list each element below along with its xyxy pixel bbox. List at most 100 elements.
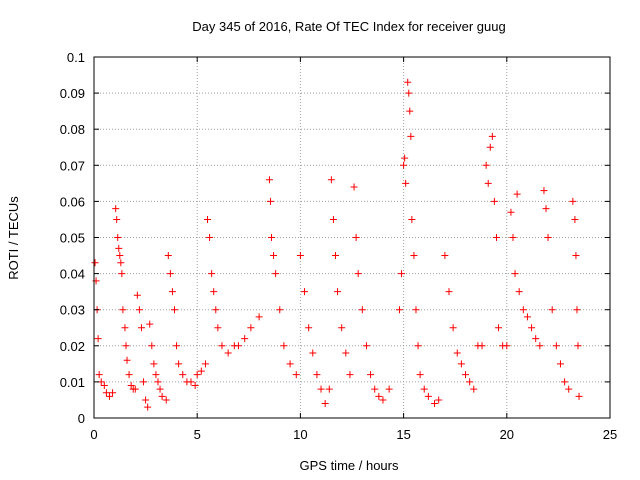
y-tick-label: 0.05 — [60, 231, 85, 246]
data-point — [352, 234, 360, 241]
data-point — [325, 385, 333, 393]
data-point — [272, 270, 280, 278]
data-point — [102, 389, 110, 397]
y-axis-label: ROTI / TECUs — [6, 196, 21, 280]
data-point — [416, 371, 424, 379]
data-point — [571, 215, 579, 223]
data-point — [286, 360, 294, 368]
data-point — [385, 385, 393, 393]
data-point — [495, 324, 503, 332]
data-point — [532, 335, 540, 343]
data-point — [317, 385, 325, 393]
data-point — [556, 360, 564, 368]
data-point — [94, 335, 102, 343]
data-point — [123, 356, 131, 364]
data-point — [404, 78, 412, 86]
data-point — [431, 400, 439, 408]
data-point — [127, 382, 135, 390]
data-point — [331, 252, 339, 260]
data-point — [400, 161, 408, 169]
data-point — [95, 371, 103, 379]
data-point — [131, 385, 139, 393]
data-point — [513, 190, 521, 198]
data-point — [410, 252, 418, 260]
data-point — [574, 342, 582, 350]
data-point — [453, 349, 461, 357]
data-point — [191, 382, 199, 390]
data-point — [441, 252, 449, 260]
data-point — [121, 324, 129, 332]
data-point — [105, 392, 113, 400]
data-point — [119, 306, 127, 314]
data-point — [268, 234, 276, 241]
data-point — [173, 342, 181, 350]
data-point — [255, 313, 263, 321]
data-point — [488, 132, 496, 140]
data-point — [114, 234, 122, 241]
data-point — [116, 252, 124, 260]
data-point — [424, 392, 432, 400]
data-point — [509, 234, 517, 241]
data-point — [313, 371, 321, 379]
data-point — [125, 371, 133, 379]
y-tick-label: 0 — [78, 411, 85, 426]
data-point — [402, 179, 410, 187]
data-point — [187, 378, 195, 386]
data-point — [536, 342, 544, 350]
data-point — [354, 270, 362, 278]
data-point — [482, 161, 490, 169]
data-point — [523, 313, 531, 321]
data-point — [179, 371, 187, 379]
data-point — [208, 270, 216, 278]
data-point — [445, 288, 453, 296]
y-tick-label: 0.03 — [60, 303, 85, 318]
data-point — [218, 342, 226, 350]
data-point — [572, 252, 580, 260]
data-point — [462, 371, 470, 379]
data-point — [142, 396, 150, 404]
data-point — [367, 371, 375, 379]
data-point — [321, 400, 329, 408]
data-point — [170, 306, 178, 314]
data-point — [266, 197, 274, 205]
data-point — [175, 360, 183, 368]
data-point — [334, 288, 342, 296]
data-point — [329, 215, 337, 223]
data-point — [511, 270, 519, 278]
data-point — [113, 215, 121, 223]
data-point — [296, 252, 304, 260]
data-point — [168, 288, 176, 296]
data-point — [540, 187, 548, 195]
data-point — [193, 371, 201, 379]
data-point — [350, 183, 358, 191]
data-point — [342, 349, 350, 357]
data-point — [292, 371, 300, 379]
data-point — [401, 154, 409, 162]
data-point — [478, 342, 486, 350]
data-point — [362, 342, 370, 350]
data-point — [542, 205, 550, 213]
data-point — [301, 288, 309, 296]
data-point — [234, 342, 242, 350]
x-tick-label: 5 — [194, 427, 201, 442]
x-tick-label: 20 — [500, 427, 514, 442]
y-tick-label: 0.02 — [60, 339, 85, 354]
data-point — [100, 382, 108, 390]
data-point — [212, 306, 220, 314]
data-point — [569, 197, 577, 205]
data-point — [241, 335, 249, 343]
data-point — [528, 324, 536, 332]
data-point — [140, 378, 148, 386]
data-point — [406, 107, 414, 115]
data-point — [379, 396, 387, 404]
data-point — [276, 306, 284, 314]
x-tick-label: 10 — [293, 427, 307, 442]
data-point — [118, 270, 126, 278]
data-point — [405, 89, 413, 97]
data-points — [91, 78, 583, 411]
data-point — [358, 306, 366, 314]
x-tick-label: 25 — [603, 427, 617, 442]
data-point — [575, 392, 583, 400]
data-point — [115, 244, 123, 252]
